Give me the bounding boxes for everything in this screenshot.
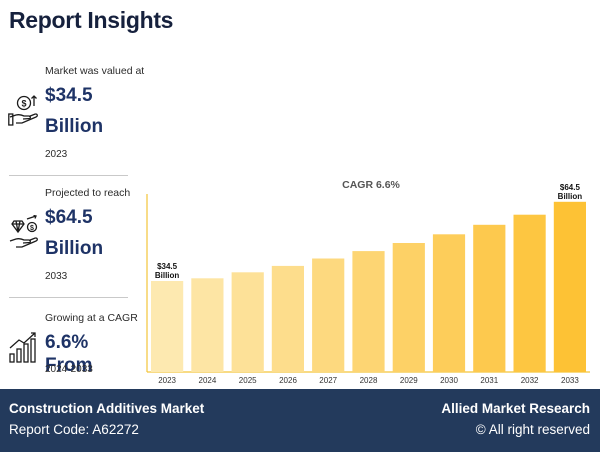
bar-2033 xyxy=(553,201,586,372)
bar-2026 xyxy=(271,265,304,372)
x-tick-label: 2025 xyxy=(239,376,257,385)
bar-2025 xyxy=(231,272,264,372)
data-label: $64.5 xyxy=(560,183,581,192)
x-tick-label: 2030 xyxy=(440,376,458,385)
bar-2028 xyxy=(352,251,385,372)
stat-unit: Billion xyxy=(45,116,104,137)
bar-2023 xyxy=(151,281,184,372)
bar-chart: CAGR 6.6% 2023 2024 2025 2026 2027 2028 2029 20… xyxy=(137,172,600,388)
divider xyxy=(9,297,128,298)
bar-2027 xyxy=(312,258,345,372)
stat-unit: Billion xyxy=(45,238,104,259)
x-tick-label: 2033 xyxy=(561,376,579,385)
brand-name: Allied Market Research xyxy=(441,401,590,416)
copyright-text: © All right reserved xyxy=(475,422,590,437)
stat-value: $34.5 xyxy=(45,85,93,106)
diamond-hand-icon: $ xyxy=(8,214,40,249)
svg-text:$: $ xyxy=(21,99,26,109)
data-label: $34.5 xyxy=(157,262,178,271)
bar-2024 xyxy=(191,278,224,372)
x-tick-label: 2023 xyxy=(158,376,176,385)
stat-caption: Market was valued at xyxy=(45,65,145,77)
stat-projected-value: Projected to reach $ $64.5 Billion 2033 xyxy=(0,187,137,305)
stat-period: 2024-2033 xyxy=(45,364,93,375)
stat-cagr: Growing at a CAGR 6.6% From 2024-2033 xyxy=(0,312,138,430)
divider xyxy=(9,175,128,176)
data-label: Billion xyxy=(155,271,180,280)
bar-2031 xyxy=(473,224,506,373)
stat-value: 6.6% From xyxy=(45,332,93,376)
stat-value: $64.5 xyxy=(45,207,93,228)
x-tick-label: 2026 xyxy=(279,376,297,385)
bar-2029 xyxy=(392,243,425,372)
footer-banner: Construction Additives Market Report Cod… xyxy=(0,389,600,452)
stat-caption: Projected to reach xyxy=(45,187,131,199)
bar-2030 xyxy=(432,234,466,373)
growth-bars-icon xyxy=(8,330,40,364)
x-tick-label: 2024 xyxy=(199,376,217,385)
money-hand-icon: $ xyxy=(8,93,40,127)
report-code: Report Code: A62272 xyxy=(9,422,139,437)
stat-caption: Growing at a CAGR xyxy=(45,312,138,324)
svg-text:$: $ xyxy=(30,225,34,232)
x-tick-label: 2028 xyxy=(360,376,378,385)
chart-title: CAGR 6.6% xyxy=(342,179,400,191)
bar-chart-svg: CAGR 6.6% 2023 2024 2025 2026 2027 2028 2029 20… xyxy=(146,179,590,385)
data-label: Billion xyxy=(558,192,583,201)
stat-period: 2033 xyxy=(45,271,68,282)
x-tick-label: 2031 xyxy=(480,376,498,385)
page-title: Report Insights xyxy=(9,7,174,33)
x-tick-label: 2029 xyxy=(400,376,418,385)
bar-2032 xyxy=(513,214,546,372)
x-tick-label: 2027 xyxy=(319,376,337,385)
x-tick-label: 2032 xyxy=(521,376,539,385)
stat-period: 2023 xyxy=(45,149,68,160)
market-name: Construction Additives Market xyxy=(9,401,205,416)
stat-market-value: Market was valued at $ $34.5 Billion 202… xyxy=(0,65,144,183)
